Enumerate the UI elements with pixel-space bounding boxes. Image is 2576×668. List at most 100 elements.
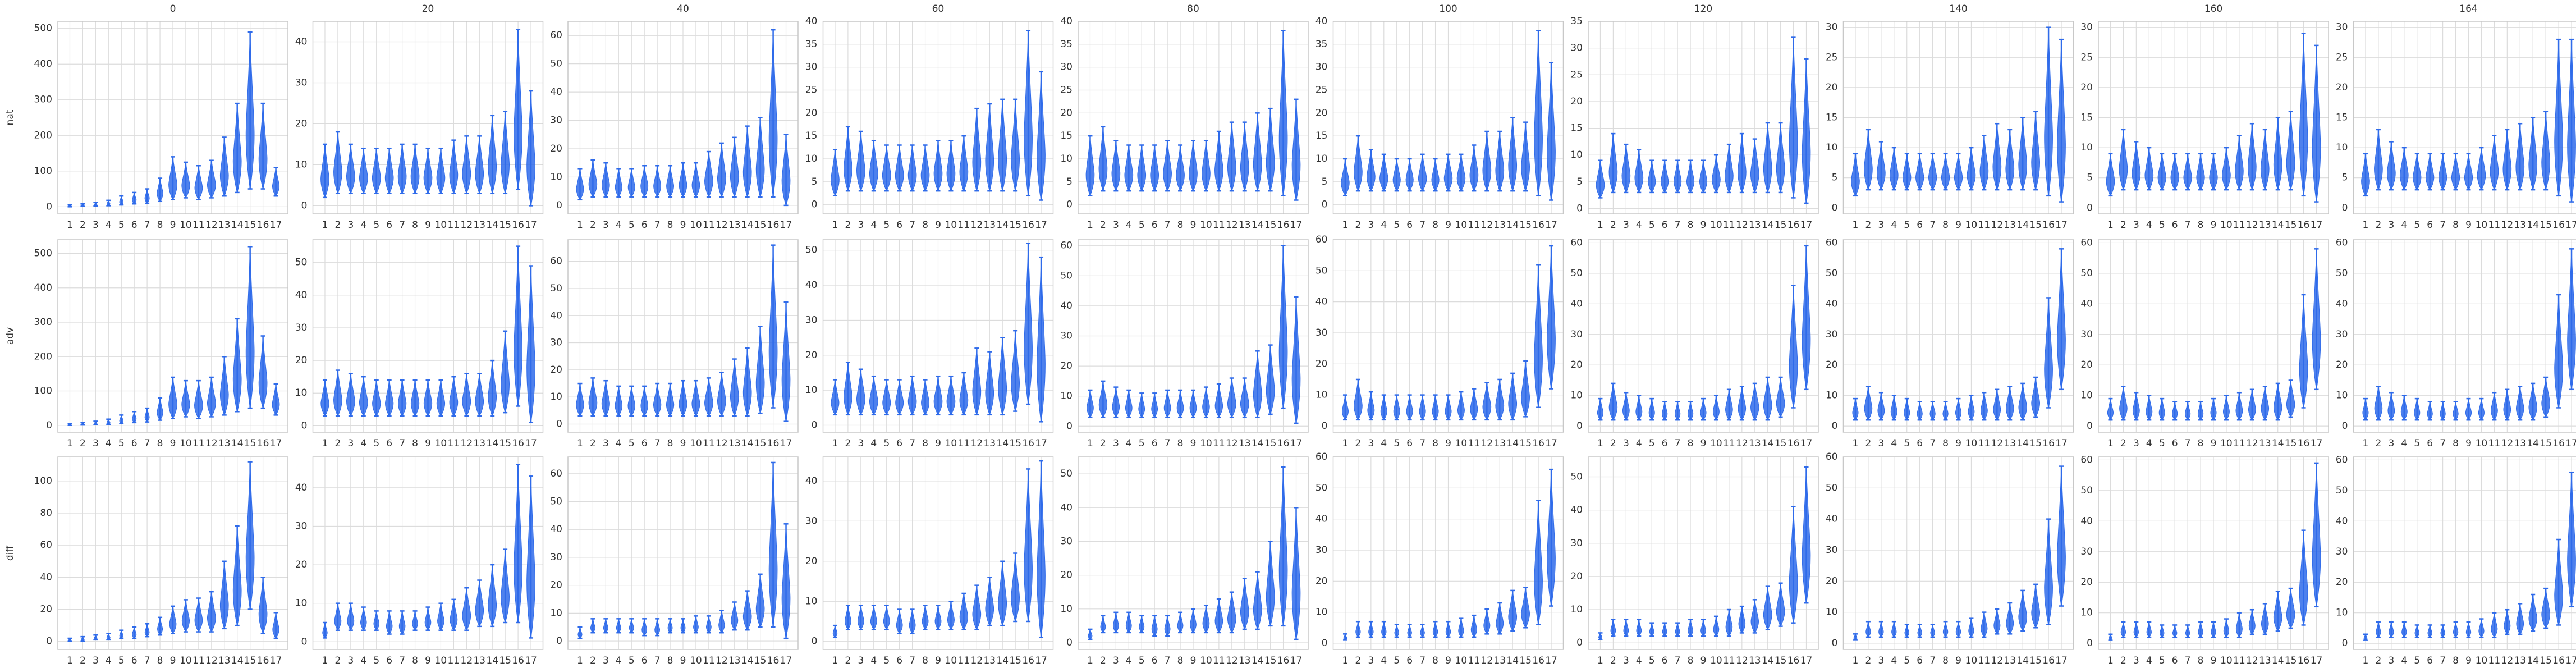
- x-tick-label: 13: [983, 655, 996, 666]
- x-tick-label: 8: [667, 219, 673, 231]
- x-tick-label: 11: [448, 655, 460, 666]
- y-tick-label: 20: [1315, 575, 1328, 587]
- x-tick-label: 11: [2488, 655, 2501, 666]
- axes-frame: [1332, 21, 1564, 214]
- x-tick-label: 7: [1675, 655, 1681, 666]
- x-tick-label: 7: [144, 438, 150, 449]
- x-tick-label: 6: [1406, 438, 1413, 449]
- y-tick-label: 50: [2336, 485, 2348, 496]
- y-tick-label: 30: [1826, 22, 1838, 33]
- x-tick-label: 13: [2259, 438, 2271, 449]
- x-tick-label: 15: [1775, 655, 1787, 666]
- y-tick-label: 50: [550, 496, 562, 507]
- y-tick-label: 60: [2080, 454, 2093, 465]
- x-tick-label: 5: [1394, 655, 1400, 666]
- y-tick-label: 15: [805, 130, 818, 141]
- y-tick-label: 40: [295, 36, 308, 47]
- x-tick-label: 1: [2363, 655, 2369, 666]
- x-tick-label: 7: [1165, 438, 1171, 449]
- y-tick-label: 60: [2336, 454, 2348, 465]
- y-tick-label: 40: [1060, 502, 1072, 513]
- x-tick-label: 12: [2501, 219, 2514, 231]
- x-tick-label: 3: [858, 438, 864, 449]
- x-tick-label: 6: [2172, 219, 2178, 231]
- x-tick-label: 15: [754, 438, 767, 449]
- x-tick-label: 10: [180, 219, 192, 231]
- x-tick-label: 11: [192, 655, 205, 666]
- x-tick-label: 5: [2159, 438, 2165, 449]
- y-tick-label: 10: [295, 387, 308, 399]
- y-tick-label: 10: [2080, 390, 2093, 401]
- y-tick-label: 10: [1060, 153, 1072, 164]
- y-tick-label: 0: [1832, 420, 1838, 432]
- x-tick-label: 13: [728, 438, 741, 449]
- x-tick-label: 8: [1942, 655, 1949, 666]
- x-tick-label: 11: [448, 438, 460, 449]
- y-tick-label: 15: [1570, 123, 1583, 134]
- x-tick-label: 4: [2146, 655, 2152, 666]
- x-tick-label: 2: [2120, 438, 2126, 449]
- x-tick-label: 9: [1190, 438, 1197, 449]
- y-tick-label: 60: [1315, 234, 1328, 245]
- x-tick-label: 10: [1455, 219, 1468, 231]
- x-tick-label: 8: [667, 655, 673, 666]
- y-tick-label: 20: [550, 143, 562, 154]
- row-label: adv: [4, 327, 16, 345]
- x-tick-label: 1: [322, 438, 328, 449]
- x-tick-label: 13: [2004, 219, 2016, 231]
- x-tick-label: 2: [1610, 219, 1616, 231]
- x-tick-label: 9: [2465, 219, 2472, 231]
- column-title: 40: [677, 3, 689, 15]
- y-tick-label: 50: [2080, 268, 2093, 279]
- y-tick-label: 60: [40, 539, 52, 551]
- x-tick-label: 11: [1468, 219, 1480, 231]
- x-tick-label: 13: [1749, 219, 1761, 231]
- x-tick-label: 1: [2107, 438, 2114, 449]
- x-tick-label: 9: [680, 219, 686, 231]
- y-tick-label: 0: [301, 200, 308, 211]
- y-tick-label: 100: [34, 166, 52, 177]
- x-tick-label: 16: [1277, 655, 1290, 666]
- x-tick-label: 1: [832, 219, 838, 231]
- y-tick-label: 60: [550, 256, 562, 267]
- x-tick-label: 5: [2414, 655, 2420, 666]
- x-tick-label: 1: [1087, 438, 1093, 449]
- x-tick-label: 16: [1277, 438, 1290, 449]
- x-tick-label: 8: [157, 655, 163, 666]
- x-tick-label: 7: [2440, 655, 2446, 666]
- x-tick-label: 4: [2146, 219, 2152, 231]
- y-tick-label: 60: [1570, 237, 1583, 248]
- x-tick-label: 12: [971, 438, 983, 449]
- x-tick-label: 5: [373, 655, 379, 666]
- x-tick-label: 14: [2016, 438, 2029, 449]
- x-tick-label: 13: [473, 438, 485, 449]
- x-tick-label: 12: [971, 219, 983, 231]
- y-tick-label: 10: [1570, 390, 1583, 401]
- x-tick-label: 14: [486, 438, 498, 449]
- x-tick-label: 4: [616, 438, 622, 449]
- x-tick-label: 15: [1519, 219, 1532, 231]
- x-tick-label: 13: [218, 438, 231, 449]
- x-tick-label: 5: [2159, 655, 2165, 666]
- y-tick-label: 10: [2080, 607, 2093, 619]
- x-tick-label: 7: [1929, 438, 1936, 449]
- y-tick-label: 10: [295, 159, 308, 170]
- x-tick-label: 2: [1100, 438, 1106, 449]
- x-tick-label: 5: [1649, 438, 1655, 449]
- x-tick-label: 12: [1736, 219, 1748, 231]
- x-tick-label: 9: [170, 655, 176, 666]
- axes-frame: [1842, 239, 2074, 433]
- x-tick-label: 3: [1623, 219, 1629, 231]
- x-tick-label: 14: [231, 219, 244, 231]
- x-tick-label: 3: [1113, 655, 1119, 666]
- x-tick-label: 5: [1649, 655, 1655, 666]
- y-tick-label: 40: [295, 482, 308, 493]
